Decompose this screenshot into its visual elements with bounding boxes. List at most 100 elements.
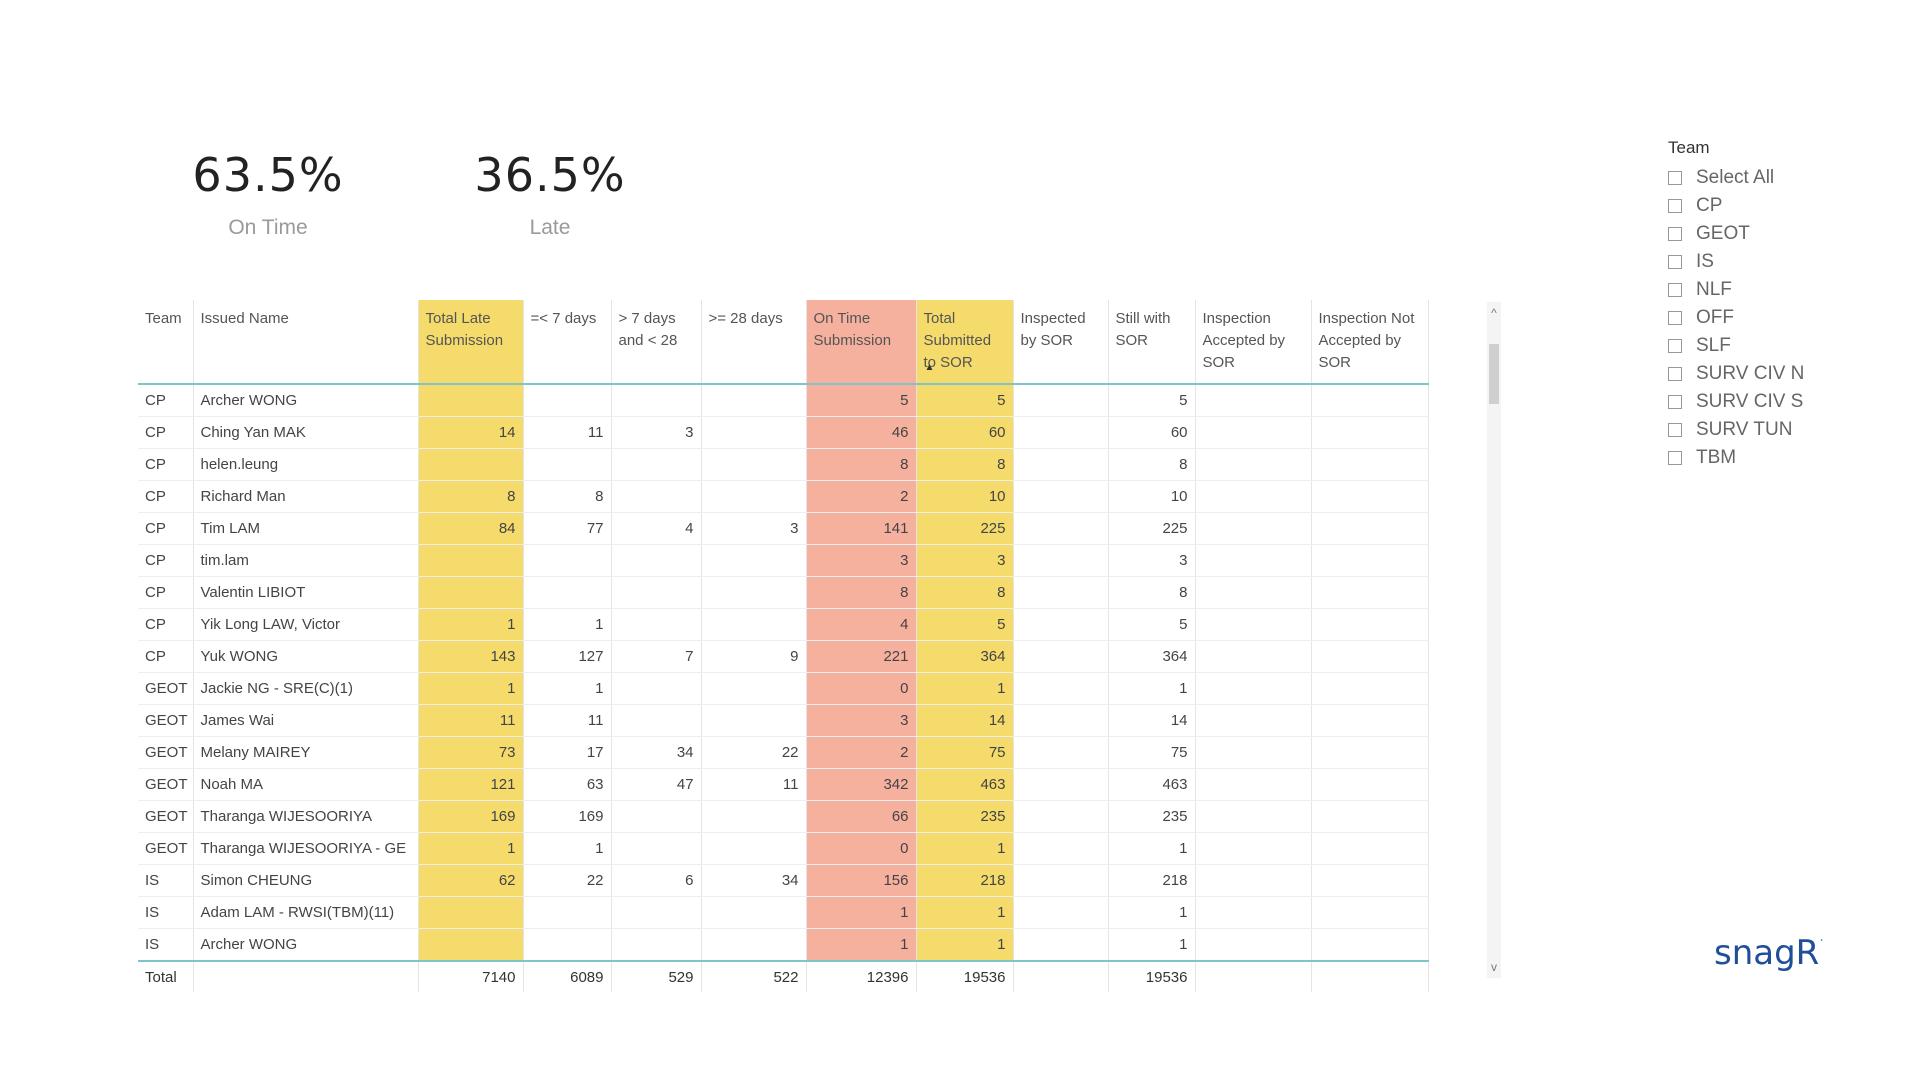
column-header[interactable]: Inspection Accepted by SOR xyxy=(1195,300,1312,384)
kpi-late: 36.5% Late xyxy=(420,148,680,240)
checkbox-icon[interactable] xyxy=(1668,395,1682,409)
table-row[interactable]: GEOT Noah MA 121 63 47 11 342 463 463 xyxy=(138,768,1429,801)
table-cell xyxy=(701,928,807,962)
slicer-option[interactable]: OFF xyxy=(1668,304,1888,332)
table-cell xyxy=(1195,672,1312,705)
table-cell: 1 xyxy=(523,608,612,641)
table-row[interactable]: GEOT James Wai 11 11 3 14 14 xyxy=(138,704,1429,737)
column-header[interactable]: =< 7 days xyxy=(523,300,612,384)
table-row[interactable]: GEOT Tharanga WIJESOORIYA - GE 1 1 0 1 1 xyxy=(138,832,1429,865)
table-cell: Tim LAM xyxy=(193,512,419,545)
table-cell xyxy=(523,928,612,962)
checkbox-icon[interactable] xyxy=(1668,171,1682,185)
table-cell: 14 xyxy=(418,416,524,449)
table-row[interactable]: CP Tim LAM 84 77 4 3 141 225 225 xyxy=(138,512,1429,545)
checkbox-icon[interactable] xyxy=(1668,339,1682,353)
table-row[interactable]: IS Archer WONG 1 1 1 xyxy=(138,928,1429,962)
checkbox-icon[interactable] xyxy=(1668,199,1682,213)
sort-ascending-icon[interactable]: ▲ xyxy=(924,362,935,373)
table-row[interactable]: IS Simon CHEUNG 62 22 6 34 156 218 218 xyxy=(138,864,1429,897)
table-cell xyxy=(1013,896,1109,929)
table-cell xyxy=(1195,512,1312,545)
column-header[interactable]: Total Late Submission xyxy=(418,300,524,384)
table-cell xyxy=(611,800,702,833)
table-cell: CP xyxy=(138,416,194,449)
table-row[interactable]: CP Valentin LIBIOT 8 8 8 xyxy=(138,576,1429,609)
table-cell xyxy=(1311,512,1429,545)
checkbox-icon[interactable] xyxy=(1668,255,1682,269)
table-cell: 1 xyxy=(1108,832,1196,865)
table-cell: 5 xyxy=(1108,384,1196,417)
checkbox-icon[interactable] xyxy=(1668,311,1682,325)
column-header[interactable]: >= 28 days xyxy=(701,300,807,384)
slicer-option[interactable]: NLF xyxy=(1668,276,1888,304)
table-cell xyxy=(1013,704,1109,737)
table-row[interactable]: CP Ching Yan MAK 14 11 3 46 60 60 xyxy=(138,416,1429,449)
table-cell xyxy=(1195,864,1312,897)
table-cell xyxy=(418,896,524,929)
table-cell: 1 xyxy=(806,896,917,929)
table-cell xyxy=(1311,768,1429,801)
checkbox-icon[interactable] xyxy=(1668,423,1682,437)
slicer-option[interactable]: SURV CIV S xyxy=(1668,388,1888,416)
table-cell xyxy=(611,832,702,865)
table-row[interactable]: CP tim.lam 3 3 3 xyxy=(138,544,1429,577)
table-row[interactable]: GEOT Melany MAIREY 73 17 34 22 2 75 75 xyxy=(138,736,1429,769)
table-cell xyxy=(611,384,702,417)
scroll-thumb[interactable] xyxy=(1489,344,1499,404)
table-scrollbar[interactable]: ^ v xyxy=(1487,302,1501,978)
slicer-option[interactable]: IS xyxy=(1668,248,1888,276)
slicer-option[interactable]: SURV CIV N xyxy=(1668,360,1888,388)
column-header[interactable]: Total Submitted to SOR ▲ xyxy=(916,300,1014,384)
table-cell: 75 xyxy=(916,736,1014,769)
scroll-up-icon[interactable]: ^ xyxy=(1491,306,1497,320)
column-header[interactable]: Still with SOR xyxy=(1108,300,1196,384)
slicer-option[interactable]: GEOT xyxy=(1668,220,1888,248)
checkbox-icon[interactable] xyxy=(1668,451,1682,465)
slicer-option[interactable]: SLF xyxy=(1668,332,1888,360)
table-cell: 1 xyxy=(418,832,524,865)
column-header[interactable]: > 7 days and < 28 xyxy=(611,300,702,384)
checkbox-icon[interactable] xyxy=(1668,283,1682,297)
table-row[interactable]: IS Adam LAM - RWSI(TBM)(11) 1 1 1 xyxy=(138,896,1429,929)
table-row[interactable]: GEOT Jackie NG - SRE(C)(1) 1 1 0 1 1 xyxy=(138,672,1429,705)
table-cell: tim.lam xyxy=(193,544,419,577)
table-cell: 5 xyxy=(1108,608,1196,641)
table-cell xyxy=(1013,480,1109,513)
column-header[interactable]: On Time Submission xyxy=(806,300,917,384)
slicer-option[interactable]: TBM xyxy=(1668,444,1888,472)
table-cell: 63 xyxy=(523,768,612,801)
table-row[interactable]: CP helen.leung 8 8 8 xyxy=(138,448,1429,481)
slicer-option[interactable]: SURV TUN xyxy=(1668,416,1888,444)
submission-table: Team Issued Name Total Late Submission =< 7… xyxy=(138,300,1429,992)
table-cell: 8 xyxy=(806,448,917,481)
table-row[interactable]: CP Richard Man 8 8 2 10 10 xyxy=(138,480,1429,513)
table-row[interactable]: CP Archer WONG 5 5 5 xyxy=(138,384,1429,417)
table-cell: GEOT xyxy=(138,736,194,769)
table-cell: 1 xyxy=(916,928,1014,962)
table-cell xyxy=(701,896,807,929)
checkbox-icon[interactable] xyxy=(1668,367,1682,381)
table-row[interactable]: CP Yik Long LAW, Victor 1 1 4 5 5 xyxy=(138,608,1429,641)
slicer-option[interactable]: CP xyxy=(1668,192,1888,220)
table-cell: Archer WONG xyxy=(193,928,419,962)
table-cell: 0 xyxy=(806,832,917,865)
column-header[interactable]: Team xyxy=(138,300,194,384)
table-row[interactable]: GEOT Tharanga WIJESOORIYA 169 169 66 235 235 xyxy=(138,800,1429,833)
table-cell: 127 xyxy=(523,640,612,673)
table-cell xyxy=(1195,480,1312,513)
checkbox-icon[interactable] xyxy=(1668,227,1682,241)
table-cell xyxy=(1013,416,1109,449)
table-cell xyxy=(523,448,612,481)
table-total-row: Total 7140 6089 529 522 12396 19536 19536 xyxy=(138,960,1429,992)
table-cell: 1 xyxy=(418,672,524,705)
table-cell xyxy=(1311,928,1429,962)
column-header[interactable]: Inspection Not Accepted by SOR xyxy=(1311,300,1429,384)
table-row[interactable]: CP Yuk WONG 143 127 7 9 221 364 364 xyxy=(138,640,1429,673)
table-cell xyxy=(1311,384,1429,417)
table-cell: 3 xyxy=(611,416,702,449)
column-header[interactable]: Inspected by SOR xyxy=(1013,300,1109,384)
scroll-down-icon[interactable]: v xyxy=(1491,960,1497,974)
column-header[interactable]: Issued Name xyxy=(193,300,419,384)
slicer-option[interactable]: Select All xyxy=(1668,164,1888,192)
